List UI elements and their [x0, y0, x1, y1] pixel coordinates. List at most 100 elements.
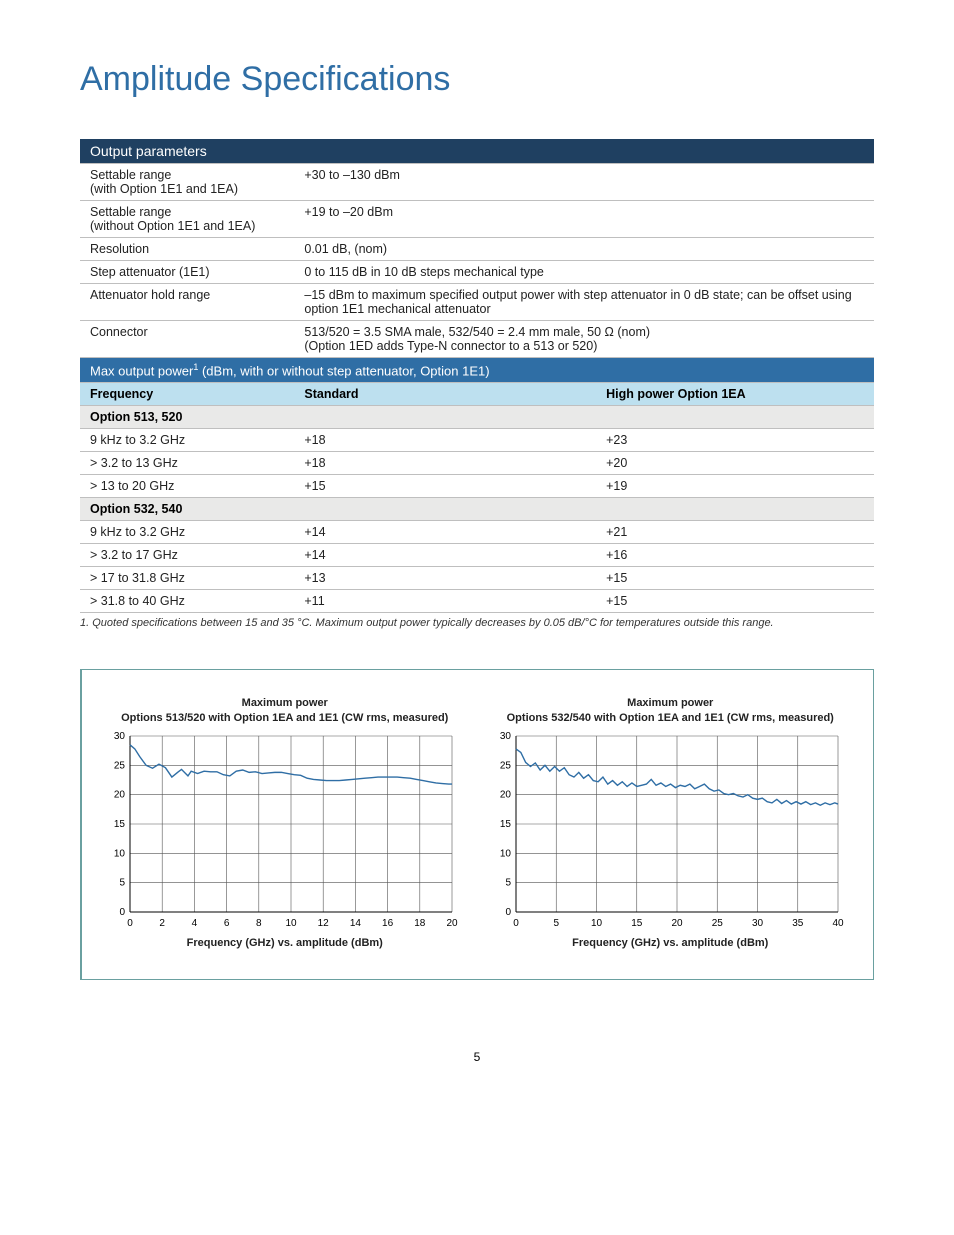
table-row: > 13 to 20 GHz+15+19	[80, 475, 874, 498]
table-row: 9 kHz to 3.2 GHz+18+23	[80, 429, 874, 452]
table-row: > 3.2 to 17 GHz+14+16	[80, 544, 874, 567]
cell-standard: +18	[294, 429, 596, 452]
group-header-row: Option 532, 540	[80, 498, 874, 521]
cell-frequency: > 17 to 31.8 GHz	[80, 567, 294, 590]
svg-text:10: 10	[590, 918, 602, 929]
row-label: Connector	[80, 321, 294, 358]
svg-text:25: 25	[114, 760, 126, 771]
table2-header-row: Max output power1 (dBm, with or without …	[80, 358, 874, 383]
svg-text:8: 8	[256, 918, 262, 929]
svg-text:5: 5	[119, 878, 125, 889]
cell-standard: +13	[294, 567, 596, 590]
cell-highpower: +16	[596, 544, 874, 567]
max-output-power-table: Max output power1 (dBm, with or without …	[80, 358, 874, 613]
cell-standard: +14	[294, 521, 596, 544]
cell-frequency: > 13 to 20 GHz	[80, 475, 294, 498]
cell-standard: +18	[294, 452, 596, 475]
svg-text:15: 15	[499, 819, 511, 830]
cell-standard: +15	[294, 475, 596, 498]
table-row: Attenuator hold range–15 dBm to maximum …	[80, 284, 874, 321]
table-row: Settable range(with Option 1E1 and 1EA)+…	[80, 164, 874, 201]
table-row: > 3.2 to 13 GHz+18+20	[80, 452, 874, 475]
table1-header: Output parameters	[80, 139, 874, 164]
chart-right-svg: 0510152025303540051015202530	[486, 730, 846, 930]
row-value: 0 to 115 dB in 10 dB steps mechanical ty…	[294, 261, 874, 284]
svg-text:4: 4	[192, 918, 198, 929]
svg-text:0: 0	[119, 907, 125, 918]
chart-left-axis-label: Frequency (GHz) vs. amplitude (dBm)	[100, 937, 470, 949]
row-label: Settable range(without Option 1E1 and 1E…	[80, 201, 294, 238]
table-row: > 17 to 31.8 GHz+13+15	[80, 567, 874, 590]
cell-frequency: > 31.8 to 40 GHz	[80, 590, 294, 613]
cell-frequency: 9 kHz to 3.2 GHz	[80, 429, 294, 452]
row-label: Attenuator hold range	[80, 284, 294, 321]
svg-text:20: 20	[114, 790, 126, 801]
table-row: Connector513/520 = 3.5 SMA male, 532/540…	[80, 321, 874, 358]
cell-highpower: +19	[596, 475, 874, 498]
table2-header: Max output power1 (dBm, with or without …	[80, 358, 874, 383]
row-label: Resolution	[80, 238, 294, 261]
svg-text:2: 2	[159, 918, 165, 929]
group-header: Option 532, 540	[80, 498, 874, 521]
svg-text:0: 0	[513, 918, 519, 929]
page-container: Amplitude Specifications Output paramete…	[0, 0, 954, 1104]
cell-frequency: > 3.2 to 13 GHz	[80, 452, 294, 475]
charts-frame: Maximum power Options 513/520 with Optio…	[80, 669, 874, 980]
cell-frequency: 9 kHz to 3.2 GHz	[80, 521, 294, 544]
row-label: Settable range(with Option 1E1 and 1EA)	[80, 164, 294, 201]
chart-right-wrap: Maximum power Options 532/540 with Optio…	[486, 696, 856, 949]
chart-right-title: Maximum power Options 532/540 with Optio…	[486, 696, 856, 726]
table2-col-header-row: Frequency Standard High power Option 1EA	[80, 383, 874, 406]
svg-text:35: 35	[792, 918, 804, 929]
chart-left-svg: 02468101214161820051015202530	[100, 730, 460, 930]
cell-standard: +14	[294, 544, 596, 567]
footnote: 1. Quoted specifications between 15 and …	[80, 617, 874, 629]
svg-text:10: 10	[499, 848, 511, 859]
row-value: 513/520 = 3.5 SMA male, 532/540 = 2.4 mm…	[294, 321, 874, 358]
svg-text:15: 15	[114, 819, 126, 830]
group-header: Option 513, 520	[80, 406, 874, 429]
svg-text:20: 20	[671, 918, 683, 929]
svg-text:20: 20	[446, 918, 458, 929]
chart-left-wrap: Maximum power Options 513/520 with Optio…	[100, 696, 470, 949]
table-row: Resolution0.01 dB, (nom)	[80, 238, 874, 261]
col-header-standard: Standard	[294, 383, 596, 406]
svg-text:30: 30	[114, 731, 126, 742]
table-row: Step attenuator (1E1)0 to 115 dB in 10 d…	[80, 261, 874, 284]
cell-frequency: > 3.2 to 17 GHz	[80, 544, 294, 567]
col-header-highpower: High power Option 1EA	[596, 383, 874, 406]
cell-standard: +11	[294, 590, 596, 613]
row-value: –15 dBm to maximum specified output powe…	[294, 284, 874, 321]
table-row: 9 kHz to 3.2 GHz+14+21	[80, 521, 874, 544]
svg-text:18: 18	[414, 918, 426, 929]
svg-text:14: 14	[350, 918, 362, 929]
row-value: 0.01 dB, (nom)	[294, 238, 874, 261]
svg-text:25: 25	[499, 760, 511, 771]
cell-highpower: +15	[596, 567, 874, 590]
table1-header-row: Output parameters	[80, 139, 874, 164]
svg-text:15: 15	[631, 918, 643, 929]
output-parameters-table: Output parameters Settable range(with Op…	[80, 139, 874, 358]
svg-text:0: 0	[505, 907, 511, 918]
col-header-frequency: Frequency	[80, 383, 294, 406]
cell-highpower: +20	[596, 452, 874, 475]
row-value: +30 to –130 dBm	[294, 164, 874, 201]
table-row: > 31.8 to 40 GHz+11+15	[80, 590, 874, 613]
page-title: Amplitude Specifications	[80, 60, 874, 99]
table-row: Settable range(without Option 1E1 and 1E…	[80, 201, 874, 238]
svg-text:5: 5	[505, 878, 511, 889]
svg-text:6: 6	[224, 918, 230, 929]
svg-text:0: 0	[127, 918, 133, 929]
svg-text:30: 30	[751, 918, 763, 929]
svg-text:12: 12	[318, 918, 330, 929]
cell-highpower: +15	[596, 590, 874, 613]
chart-right-axis-label: Frequency (GHz) vs. amplitude (dBm)	[486, 937, 856, 949]
svg-text:10: 10	[285, 918, 297, 929]
svg-text:25: 25	[711, 918, 723, 929]
group-header-row: Option 513, 520	[80, 406, 874, 429]
row-label: Step attenuator (1E1)	[80, 261, 294, 284]
svg-text:40: 40	[832, 918, 844, 929]
cell-highpower: +21	[596, 521, 874, 544]
chart-left-title: Maximum power Options 513/520 with Optio…	[100, 696, 470, 726]
svg-text:16: 16	[382, 918, 394, 929]
